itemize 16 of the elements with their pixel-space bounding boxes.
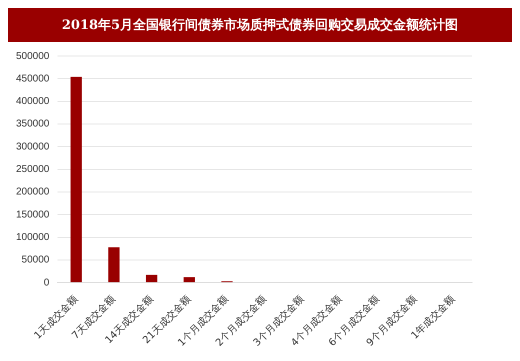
y-tick-label: 0 — [44, 277, 50, 288]
y-tick-label: 500000 — [16, 50, 50, 62]
y-tick-label: 100000 — [16, 232, 50, 244]
bar — [108, 247, 120, 282]
y-tick-label: 450000 — [16, 73, 50, 84]
y-tick-label: 200000 — [16, 186, 50, 198]
bar — [146, 274, 158, 282]
y-tick-label: 400000 — [16, 96, 50, 108]
y-tick-label: 350000 — [16, 118, 50, 130]
bar — [184, 277, 195, 282]
y-tick-label: 250000 — [16, 164, 50, 176]
chart-title: 2018年5月全国银行间债券市场质押式债券回购交易成交金额统计图 — [8, 8, 512, 42]
y-tick-label: 300000 — [16, 141, 50, 152]
y-tick-label: 50000 — [22, 254, 50, 266]
y-tick-label: 150000 — [16, 209, 50, 220]
bar — [70, 76, 82, 282]
